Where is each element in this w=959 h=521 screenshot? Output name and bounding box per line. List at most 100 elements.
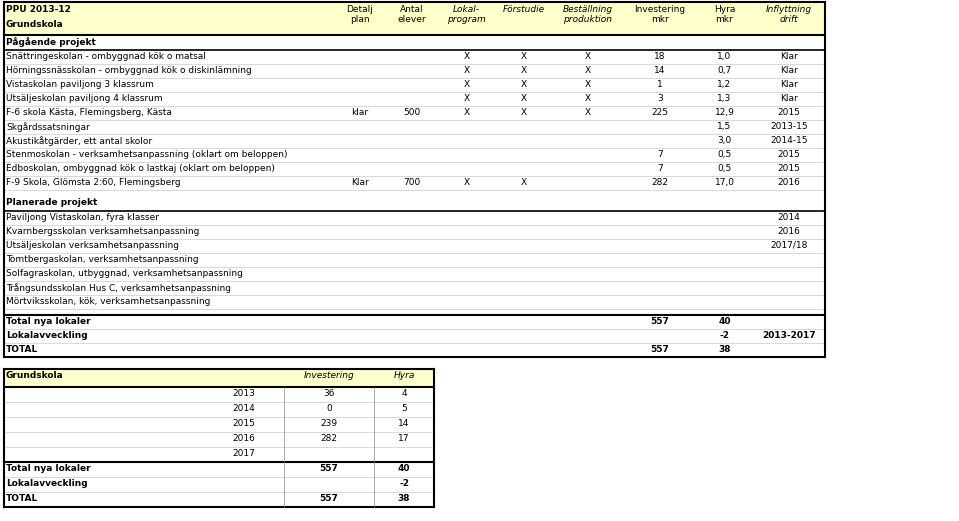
Text: Investering: Investering (304, 371, 355, 380)
Text: 40: 40 (718, 317, 731, 326)
Text: Stenmoskolan - verksamhetsanpassning (oklart om beloppen): Stenmoskolan - verksamhetsanpassning (ok… (6, 150, 288, 159)
Text: PPU 2013-12: PPU 2013-12 (6, 5, 71, 14)
Text: 700: 700 (404, 178, 421, 187)
Text: klar: klar (351, 108, 368, 117)
Text: Hyra: Hyra (393, 371, 414, 380)
Text: 3: 3 (657, 94, 663, 103)
Text: TOTAL: TOTAL (6, 494, 38, 503)
Text: X: X (463, 108, 470, 117)
Text: Klar: Klar (780, 80, 798, 89)
Text: Snättringeskolan - ombyggnad kök o matsal: Snättringeskolan - ombyggnad kök o matsa… (6, 52, 206, 61)
Text: 12,9: 12,9 (714, 108, 735, 117)
Text: X: X (585, 66, 591, 75)
Text: Total nya lokaler: Total nya lokaler (6, 464, 90, 473)
Text: 282: 282 (320, 434, 338, 443)
Text: X: X (585, 52, 591, 61)
Text: Investering
mkr: Investering mkr (635, 5, 686, 24)
Text: 282: 282 (651, 178, 668, 187)
Text: 2017: 2017 (233, 449, 255, 458)
Text: Pågående projekt: Pågående projekt (6, 37, 96, 47)
Text: 2015: 2015 (778, 150, 801, 159)
Text: 17,0: 17,0 (714, 178, 735, 187)
Text: 17: 17 (398, 434, 409, 443)
Text: 1,3: 1,3 (717, 94, 732, 103)
Text: 0,7: 0,7 (717, 66, 732, 75)
Text: -2: -2 (399, 479, 409, 488)
Text: 2015: 2015 (778, 164, 801, 173)
Text: 0: 0 (326, 404, 332, 413)
Text: 2017/18: 2017/18 (770, 241, 807, 250)
Text: 0,5: 0,5 (717, 164, 732, 173)
Text: 1,0: 1,0 (717, 52, 732, 61)
Text: 38: 38 (718, 345, 731, 354)
Text: -2: -2 (719, 331, 730, 340)
Text: F-9 Skola, Glömsta 2:60, Flemingsberg: F-9 Skola, Glömsta 2:60, Flemingsberg (6, 178, 180, 187)
Text: X: X (521, 178, 526, 187)
Text: Inflyttning
drift: Inflyttning drift (766, 5, 812, 24)
Text: Utsäljeskolan paviljong 4 klassrum: Utsäljeskolan paviljong 4 klassrum (6, 94, 163, 103)
Text: 500: 500 (404, 108, 421, 117)
Text: 2014-15: 2014-15 (770, 136, 807, 145)
Text: Grundskola: Grundskola (6, 371, 63, 380)
Text: Lokalavveckling: Lokalavveckling (6, 331, 87, 340)
Text: 557: 557 (650, 345, 669, 354)
Text: Utsäljeskolan verksamhetsanpassning: Utsäljeskolan verksamhetsanpassning (6, 241, 179, 250)
Text: X: X (521, 80, 526, 89)
Text: Kvarnbergsskolan verksamhetsanpassning: Kvarnbergsskolan verksamhetsanpassning (6, 227, 199, 236)
Text: X: X (463, 94, 470, 103)
Text: Hörningssnässkolan - ombyggnad kök o diskinlämning: Hörningssnässkolan - ombyggnad kök o dis… (6, 66, 252, 75)
Text: Grundskola: Grundskola (6, 20, 63, 29)
Text: Solfagraskolan, utbyggnad, verksamhetsanpassning: Solfagraskolan, utbyggnad, verksamhetsan… (6, 269, 243, 278)
Text: 2016: 2016 (778, 227, 801, 236)
Text: Hyra
mkr: Hyra mkr (713, 5, 736, 24)
Text: 2013: 2013 (233, 389, 255, 398)
Text: X: X (585, 80, 591, 89)
Text: Beställning
produktion: Beställning produktion (563, 5, 613, 24)
Text: 2016: 2016 (778, 178, 801, 187)
Text: Klar: Klar (351, 178, 369, 187)
Text: Klar: Klar (780, 66, 798, 75)
Text: Lokalavveckling: Lokalavveckling (6, 479, 87, 488)
Text: Klar: Klar (780, 94, 798, 103)
Text: 2014: 2014 (778, 213, 801, 222)
Text: 1,5: 1,5 (717, 122, 732, 131)
Text: Planerade projekt: Planerade projekt (6, 198, 98, 207)
Text: 0,5: 0,5 (717, 150, 732, 159)
Text: Vistaskolan paviljong 3 klassrum: Vistaskolan paviljong 3 klassrum (6, 80, 153, 89)
Text: X: X (463, 178, 470, 187)
Text: TOTAL: TOTAL (6, 345, 38, 354)
Text: 2014: 2014 (233, 404, 255, 413)
Text: X: X (521, 94, 526, 103)
Text: X: X (463, 66, 470, 75)
Text: 225: 225 (651, 108, 668, 117)
Text: Lokal-
program: Lokal- program (447, 5, 486, 24)
Text: 557: 557 (650, 317, 669, 326)
Text: X: X (521, 52, 526, 61)
Text: 14: 14 (654, 66, 666, 75)
Text: 2016: 2016 (233, 434, 255, 443)
Text: Klar: Klar (780, 52, 798, 61)
Text: 1,2: 1,2 (717, 80, 732, 89)
Text: X: X (463, 80, 470, 89)
Text: 4: 4 (401, 389, 407, 398)
Text: 557: 557 (319, 494, 339, 503)
Text: Förstudie: Förstudie (503, 5, 545, 14)
Text: Akustikåtgärder, ett antal skolor: Akustikåtgärder, ett antal skolor (6, 136, 152, 146)
Text: 7: 7 (657, 150, 663, 159)
Text: X: X (521, 66, 526, 75)
Text: 5: 5 (401, 404, 407, 413)
Text: X: X (585, 94, 591, 103)
Text: 7: 7 (657, 164, 663, 173)
Text: Tomtbergaskolan, verksamhetsanpassning: Tomtbergaskolan, verksamhetsanpassning (6, 255, 199, 264)
Text: Edboskolan, ombyggnad kök o lastkaj (oklart om beloppen): Edboskolan, ombyggnad kök o lastkaj (okl… (6, 164, 275, 173)
Text: 2015: 2015 (778, 108, 801, 117)
Text: Antal
elever: Antal elever (398, 5, 427, 24)
Text: 40: 40 (398, 464, 410, 473)
Text: Total nya lokaler: Total nya lokaler (6, 317, 90, 326)
Text: F-6 skola Kästa, Flemingsberg, Kästa: F-6 skola Kästa, Flemingsberg, Kästa (6, 108, 172, 117)
Text: 38: 38 (398, 494, 410, 503)
Text: 557: 557 (319, 464, 339, 473)
Bar (4, 2, 825, 35)
Text: 239: 239 (320, 419, 338, 428)
Text: 36: 36 (323, 389, 335, 398)
